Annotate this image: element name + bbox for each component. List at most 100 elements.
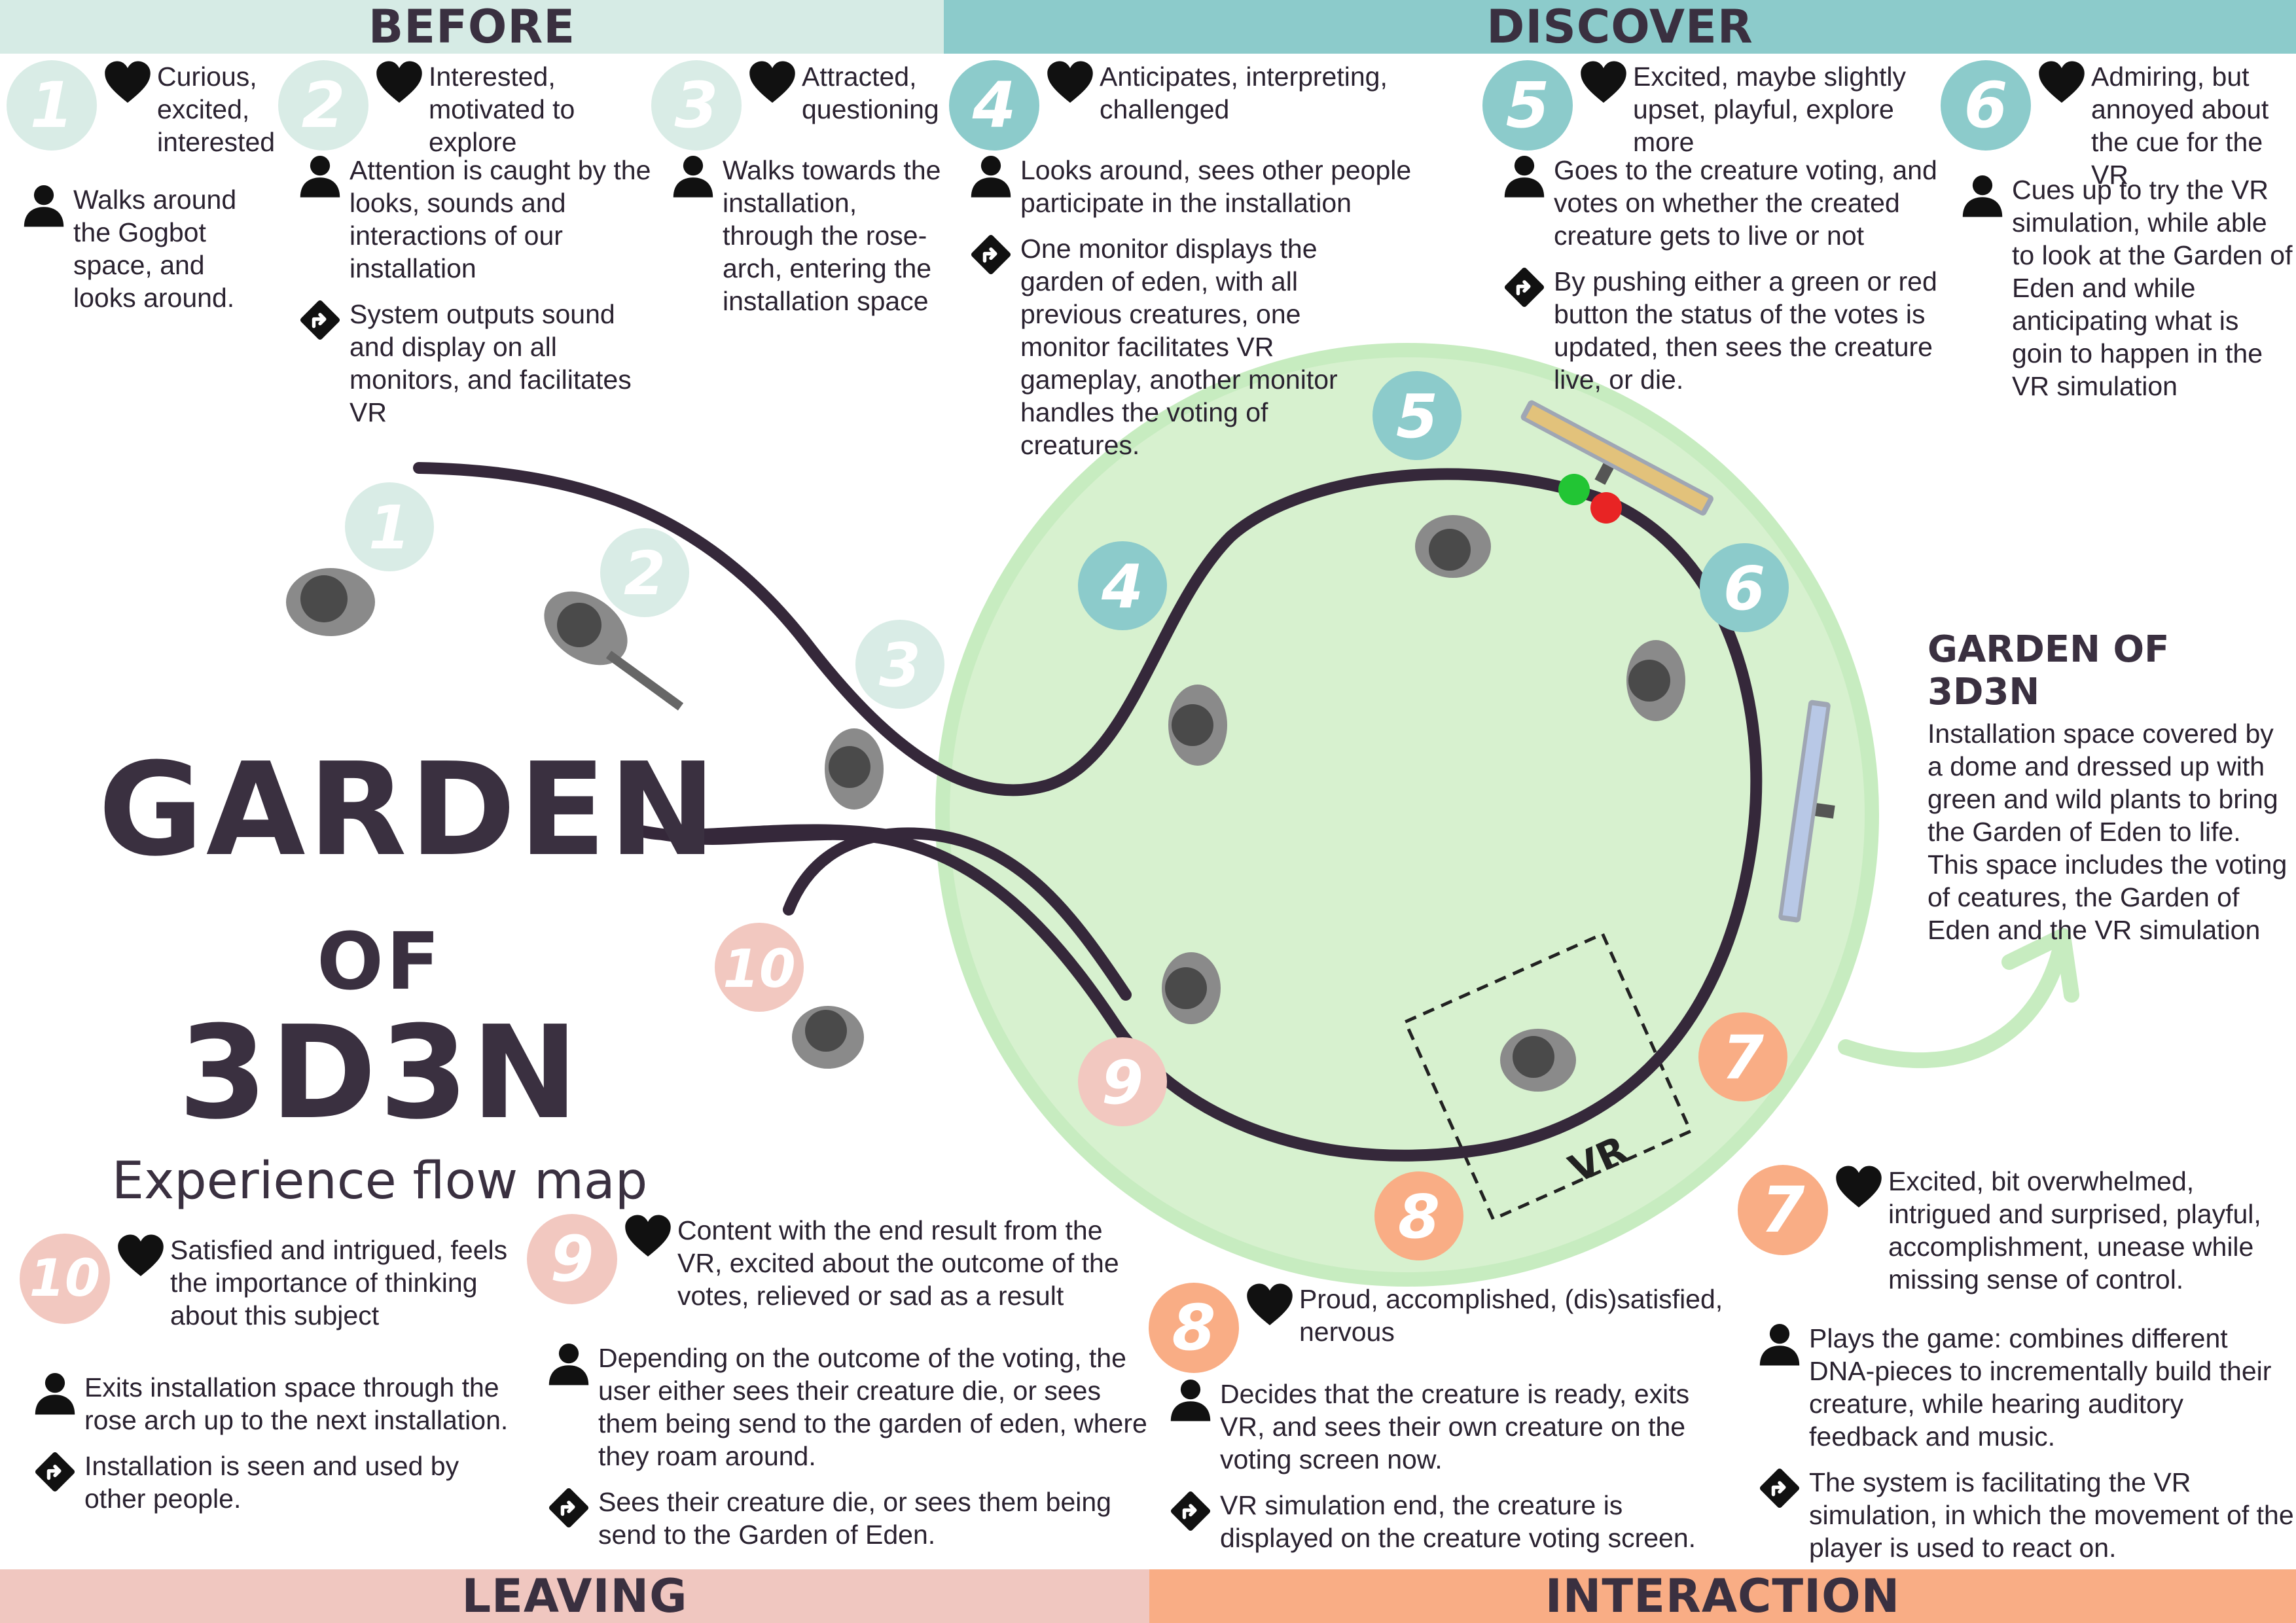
- system-icon: [295, 298, 346, 342]
- stage-system: Installation is seen and used by other p…: [84, 1451, 459, 1514]
- garden-info-body: Installation space covered by a dome and…: [1928, 719, 2287, 945]
- map-marker-10-label: 10: [723, 938, 795, 999]
- stage-5-actions: Goes to the creature voting, and votes o…: [1499, 154, 1937, 409]
- map-marker-5-label: 5: [1396, 382, 1438, 452]
- monitor-voting: [1520, 400, 1713, 516]
- stage-system: System outputs sound and display on all …: [350, 299, 632, 427]
- map-marker-4-label: 4: [1101, 552, 1143, 622]
- system-icon: [1754, 1466, 1805, 1510]
- heart-icon: [115, 1234, 166, 1278]
- stage-6: 6 Admiring, but annoyed about the cue fo…: [1941, 60, 2294, 204]
- monitor-eden: [1778, 700, 1835, 923]
- stage-action: Walks towards the installation, through …: [723, 155, 941, 316]
- stage-feeling: Satisfied and intrigued, feels the impor…: [170, 1235, 508, 1330]
- person-9: [1162, 952, 1221, 1024]
- stage-feeling: Excited, maybe slightly upset, playful, …: [1633, 62, 1907, 157]
- heart-icon: [622, 1214, 673, 1258]
- person-icon: [1754, 1322, 1805, 1366]
- person-icon: [668, 154, 719, 198]
- person-icon: [965, 154, 1016, 198]
- stage-10: 10 Satisfied and intrigued, feels the im…: [20, 1234, 517, 1345]
- map-marker-10: 10: [715, 923, 804, 1012]
- map-marker-7-label: 7: [1722, 1023, 1764, 1093]
- stage-number: 7: [1738, 1165, 1828, 1255]
- stage-action: Attention is caught by the looks, sounds…: [350, 155, 651, 283]
- page-subtitle: Experience flow map: [111, 1152, 648, 1211]
- map-marker-2-label: 2: [624, 539, 666, 609]
- stage-feeling: Attracted, questioning: [802, 62, 939, 124]
- stage-action: Looks around, sees other people particip…: [1020, 155, 1412, 218]
- map-marker-1-label: 1: [368, 493, 410, 563]
- map-marker-9-label: 9: [1102, 1048, 1143, 1118]
- stage-number: 9: [527, 1214, 617, 1304]
- stage-number: 8: [1149, 1283, 1239, 1373]
- heart-icon: [1244, 1283, 1295, 1327]
- stage-action: Cues up to try the VR simulation, while …: [2012, 175, 2293, 401]
- map-marker-7: 7: [1698, 1012, 1787, 1101]
- map-marker-1: 1: [345, 482, 434, 571]
- person-2: [544, 591, 684, 711]
- stage-system: One monitor displays the garden of eden,…: [1020, 234, 1338, 460]
- stage-number: 2: [278, 60, 368, 151]
- person-6: [1626, 640, 1685, 721]
- stage-action: Goes to the creature voting, and votes o…: [1554, 155, 1937, 251]
- stage-feeling: Admiring, but annoyed about the cue for …: [2091, 62, 2269, 190]
- stage-action: Depending on the outcome of the voting, …: [598, 1343, 1147, 1471]
- stage-action: Plays the game: combines different DNA-p…: [1809, 1323, 2272, 1452]
- stage-feeling: Anticipates, interpreting, challenged: [1100, 62, 1388, 124]
- person-4: [1168, 685, 1227, 766]
- stage-feeling: Excited, bit overwhelmed, intrigued and …: [1888, 1166, 2261, 1294]
- person-10: [792, 1006, 864, 1069]
- stage-system: Sees their creature die, or sees them be…: [598, 1487, 1111, 1550]
- person-icon: [1957, 173, 2008, 218]
- heart-icon: [1833, 1165, 1884, 1209]
- vr-area: [1403, 931, 1693, 1222]
- stage-system: By pushing either a green or red button …: [1554, 266, 1937, 395]
- map-marker-5: 5: [1372, 371, 1462, 460]
- heart-icon: [1045, 60, 1096, 105]
- person-icon: [29, 1371, 81, 1416]
- stage-1: 1 Curious, excited, interested: [7, 60, 275, 171]
- stage-9-actions: Depending on the outcome of the voting, …: [543, 1342, 1149, 1564]
- stage-feeling: Proud, accomplished, (dis)satisfied, ner…: [1299, 1284, 1723, 1347]
- dome-circle: [935, 343, 1879, 1287]
- map-marker-9: 9: [1078, 1037, 1167, 1126]
- garden-arrow: [1838, 935, 2070, 1069]
- stage-number: 4: [949, 60, 1039, 151]
- person-5: [1415, 515, 1491, 578]
- band-leaving: LEAVING: [0, 1569, 1149, 1623]
- person-7: [1500, 1029, 1576, 1092]
- map-marker-6: 6: [1700, 543, 1789, 632]
- title-3d3n: 3D3N: [178, 999, 581, 1148]
- stage-number: 1: [7, 60, 97, 151]
- heart-icon: [374, 60, 425, 105]
- stage-action: Walks around the Gogbot space, and looks…: [73, 185, 237, 313]
- stage-action: Decides that the creature is ready, exit…: [1220, 1379, 1690, 1474]
- stage-action: Exits installation space through the ros…: [84, 1372, 509, 1435]
- system-icon: [1499, 265, 1550, 310]
- stage-number: 10: [20, 1234, 110, 1324]
- band-discover: DISCOVER: [944, 0, 2296, 54]
- flow-path-lower: [783, 827, 1132, 1001]
- system-icon: [29, 1450, 81, 1494]
- map-marker-2: 2: [600, 528, 689, 617]
- garden-info: GARDEN OF 3D3N Installation space covere…: [1928, 628, 2294, 946]
- stage-6-actions: Cues up to try the VR simulation, while …: [1957, 173, 2294, 416]
- stage-feeling: Curious, excited, interested: [157, 62, 276, 157]
- stage-feeling: Content with the end result from the VR,…: [677, 1215, 1119, 1311]
- band-interaction: INTERACTION: [1149, 1569, 2296, 1623]
- title-line2: OF 3D3N: [98, 881, 661, 1138]
- map-marker-4: 4: [1078, 541, 1167, 630]
- system-icon: [543, 1486, 594, 1530]
- person-icon: [295, 154, 346, 198]
- heart-icon: [102, 60, 153, 105]
- title-of: OF: [317, 917, 442, 1008]
- vote-button-green: [1558, 474, 1590, 505]
- page-title: GARDEN OF 3D3N Experience flow map: [98, 746, 716, 1211]
- stage-7: 7 Excited, bit overwhelmed, intrigued an…: [1738, 1165, 2294, 1309]
- band-before: BEFORE: [0, 0, 944, 54]
- person-icon: [1165, 1378, 1216, 1422]
- stage-number: 3: [651, 60, 742, 151]
- stage-number: 6: [1941, 60, 2031, 151]
